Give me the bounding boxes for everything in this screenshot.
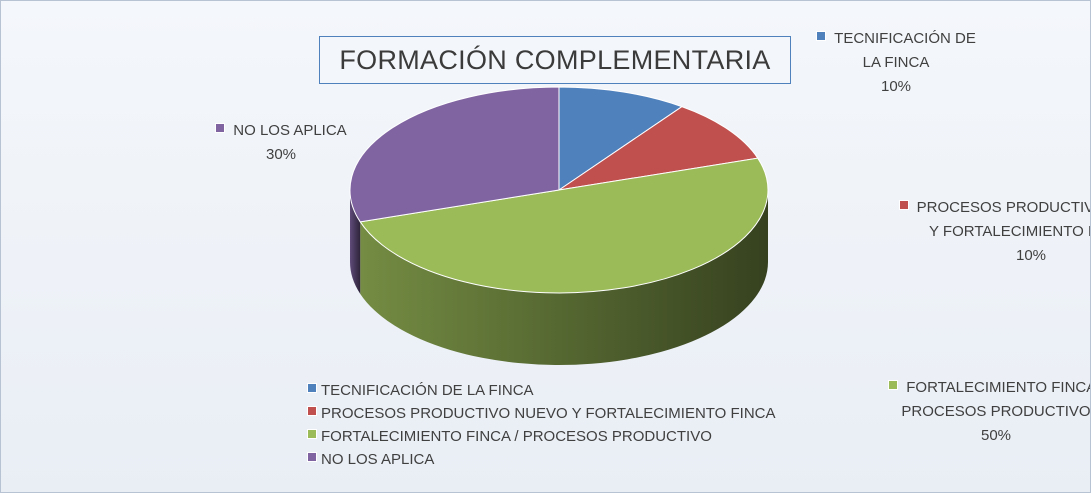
pie-slice xyxy=(359,157,769,294)
data-label: PROCESOS PRODUCTIVO NUEVO Y FORTALECIMIE… xyxy=(896,196,1090,268)
legend-entry: NO LOS APLICA xyxy=(307,448,776,471)
legend-marker xyxy=(307,383,317,393)
slice-side xyxy=(350,190,361,294)
data-label: NO LOS APLICA 30% xyxy=(191,119,371,167)
label-category: NO LOS APLICA xyxy=(233,122,347,139)
pie-slice xyxy=(558,86,683,191)
label-category: FORTALECIMIENTO FINCA / PROCESOS PRODUCT… xyxy=(901,379,1091,420)
legend-label: TECNIFICACIÓN DE LA FINCA xyxy=(321,382,534,399)
label-category: TECNIFICACIÓN DE LA FINCA xyxy=(834,30,976,71)
label-marker xyxy=(215,123,226,133)
label-value: 10% xyxy=(880,78,912,95)
legend: TECNIFICACIÓN DE LA FINCA PROCESOS PRODUC… xyxy=(307,379,776,471)
legend-label: NO LOS APLICA xyxy=(321,451,435,468)
slice-side xyxy=(360,190,768,365)
data-label: TECNIFICACIÓN DE LA FINCA 10% xyxy=(816,27,976,99)
label-marker xyxy=(816,31,827,41)
legend-entry: PROCESOS PRODUCTIVO NUEVO Y FORTALECIMIE… xyxy=(307,402,776,425)
legend-marker xyxy=(307,452,317,462)
label-value: 30% xyxy=(265,146,297,163)
data-label: FORTALECIMIENTO FINCA / PROCESOS PRODUCT… xyxy=(881,376,1091,448)
pie-slice xyxy=(349,86,560,223)
pie-slice xyxy=(558,106,759,191)
chart-title: FORMACIÓN COMPLEMENTARIA xyxy=(319,36,791,84)
label-category: PROCESOS PRODUCTIVO NUEVO Y FORTALECIMIE… xyxy=(916,199,1090,240)
label-marker xyxy=(898,200,909,210)
label-marker xyxy=(888,380,899,390)
legend-label: FORTALECIMIENTO FINCA / PROCESOS PRODUCT… xyxy=(321,428,712,445)
label-value: 10% xyxy=(1015,247,1047,264)
legend-marker xyxy=(307,429,317,439)
legend-entry: TECNIFICACIÓN DE LA FINCA xyxy=(307,379,776,402)
legend-label: PROCESOS PRODUCTIVO NUEVO Y FORTALECIMIE… xyxy=(321,405,776,422)
label-value: 50% xyxy=(980,427,1012,444)
legend-marker xyxy=(307,406,317,416)
legend-entry: FORTALECIMIENTO FINCA / PROCESOS PRODUCT… xyxy=(307,425,776,448)
